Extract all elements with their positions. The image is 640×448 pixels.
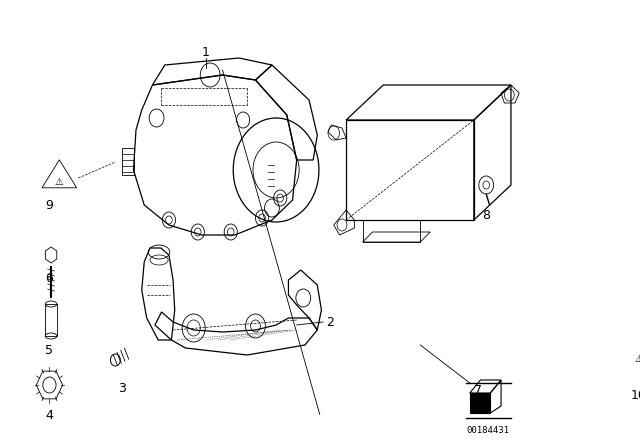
Text: 1: 1	[202, 46, 210, 59]
Text: 8: 8	[482, 208, 490, 221]
Text: 5: 5	[45, 344, 54, 357]
Text: 10: 10	[631, 388, 640, 401]
Text: 2: 2	[326, 315, 333, 328]
Text: 7: 7	[474, 383, 482, 396]
Text: ⚠: ⚠	[634, 354, 640, 364]
Polygon shape	[470, 393, 490, 413]
Text: ⚠: ⚠	[55, 177, 64, 187]
Text: 3: 3	[118, 382, 126, 395]
Text: 6: 6	[45, 271, 53, 284]
Text: 00184431: 00184431	[467, 426, 509, 435]
Text: 9: 9	[45, 198, 53, 211]
Text: 4: 4	[45, 409, 53, 422]
